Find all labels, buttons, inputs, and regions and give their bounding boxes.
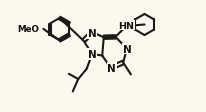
Text: MeO: MeO (18, 25, 39, 34)
Text: N: N (107, 63, 116, 73)
Text: N: N (88, 29, 97, 39)
Text: HN: HN (119, 22, 135, 30)
Text: N: N (88, 50, 97, 59)
Text: N: N (123, 44, 131, 54)
